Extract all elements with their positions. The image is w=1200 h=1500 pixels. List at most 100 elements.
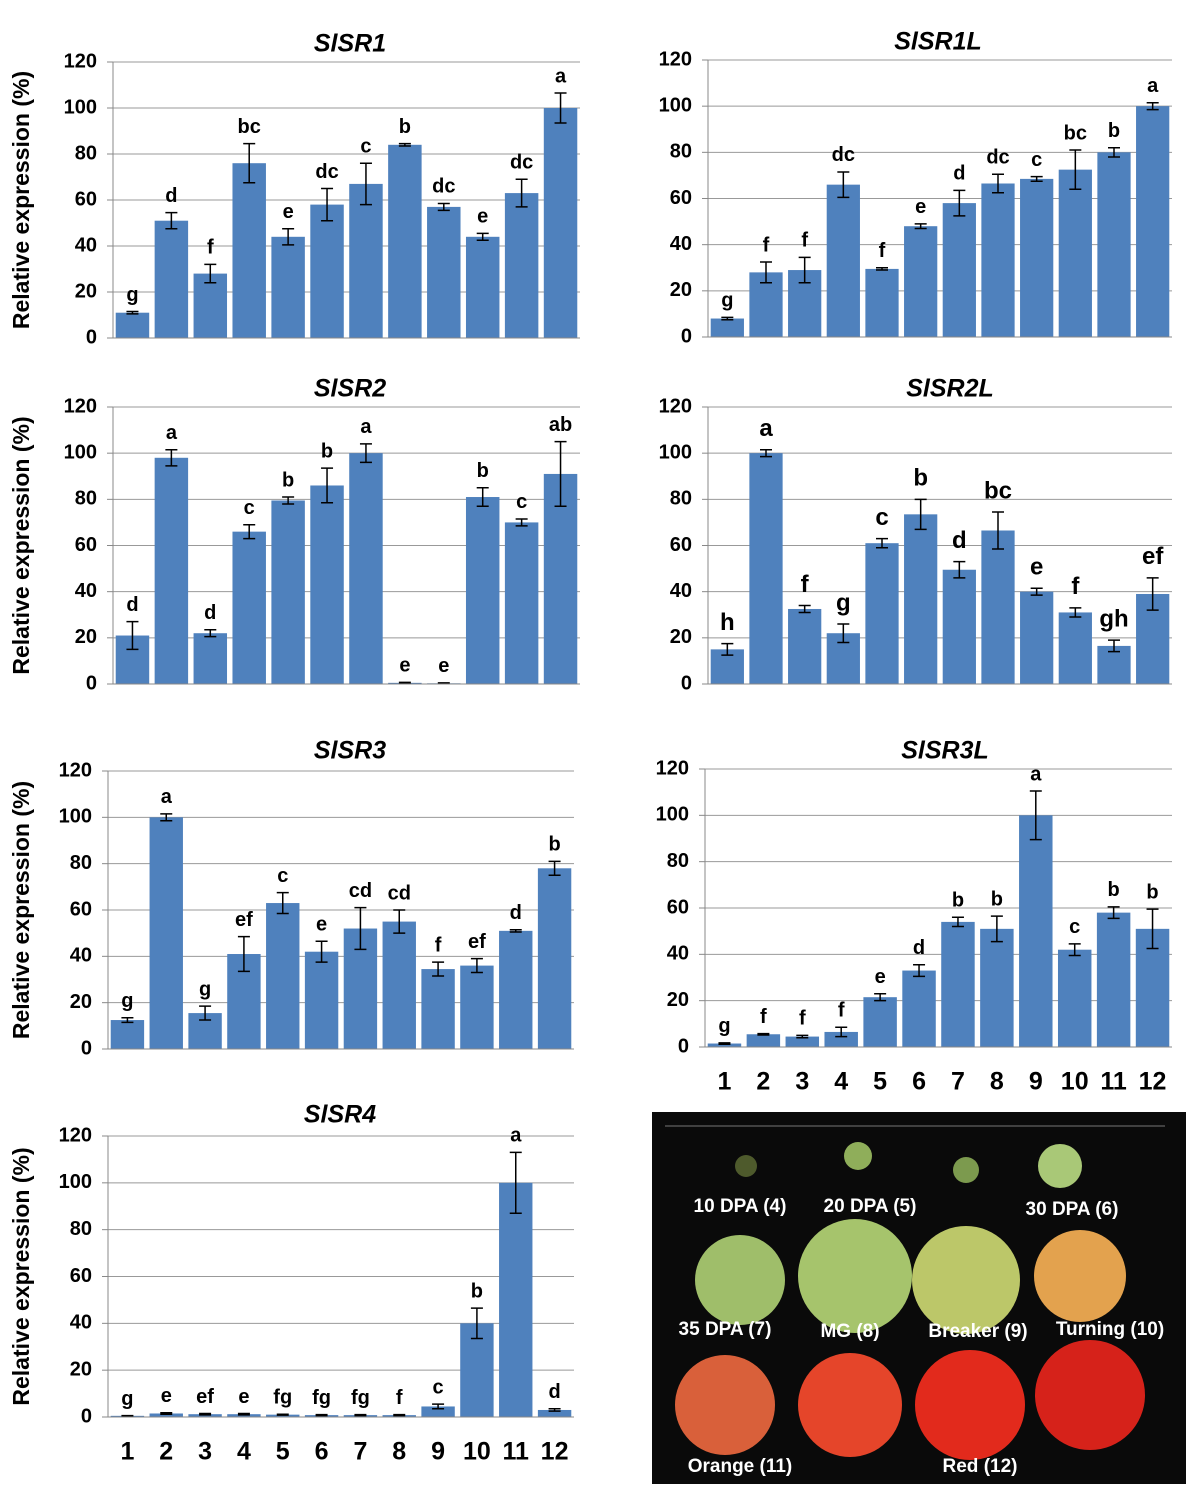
- bar: [271, 237, 304, 338]
- photo-label: 35 DPA (7): [679, 1319, 772, 1340]
- bar: [747, 1034, 780, 1047]
- y-tick-label: 20: [75, 626, 97, 648]
- x-tick-label: 1: [120, 1438, 134, 1466]
- chart-title: SlSR4: [304, 1101, 376, 1129]
- significance-letter: g: [121, 990, 133, 1012]
- bar: [194, 633, 227, 684]
- x-tick-label: 5: [873, 1068, 887, 1096]
- significance-letter: b: [477, 460, 489, 482]
- x-tick-label: 9: [1029, 1068, 1043, 1096]
- significance-letter: f: [396, 1387, 403, 1409]
- bar: [538, 868, 571, 1049]
- significance-letter: fg: [351, 1387, 370, 1409]
- significance-letter: ef: [235, 909, 253, 931]
- significance-letter: bc: [238, 116, 261, 138]
- bar: [1020, 179, 1053, 337]
- significance-letter: f: [801, 230, 808, 252]
- y-tick-label: 60: [70, 898, 92, 920]
- bar: [232, 163, 265, 338]
- error-bar: [399, 144, 411, 146]
- significance-letter: b: [548, 834, 560, 856]
- significance-letter: b: [471, 1280, 483, 1302]
- y-tick-label: 60: [667, 896, 689, 918]
- y-axis-label: Relative expression (%): [8, 781, 34, 1039]
- tomato: [1038, 1144, 1082, 1188]
- x-tick-label: 1: [718, 1068, 732, 1096]
- y-tick-label: 80: [70, 1218, 92, 1240]
- y-tick-label: 20: [75, 280, 97, 302]
- significance-letter: b: [1108, 120, 1120, 142]
- significance-letter: b: [952, 890, 964, 912]
- significance-letter: a: [1030, 763, 1042, 785]
- bar: [1136, 106, 1169, 337]
- y-tick-label: 60: [75, 188, 97, 210]
- significance-letter: b: [913, 465, 928, 492]
- significance-letter: a: [360, 416, 372, 438]
- y-tick-label: 60: [70, 1265, 92, 1287]
- significance-letter: e: [1030, 554, 1043, 581]
- photo-label: Turning (10): [1056, 1319, 1164, 1340]
- significance-letter: b: [1108, 879, 1120, 901]
- x-tick-label: 8: [990, 1068, 1004, 1096]
- significance-letter: e: [477, 206, 488, 228]
- significance-letter: a: [555, 65, 567, 87]
- y-tick-label: 100: [656, 804, 689, 826]
- bar: [981, 530, 1014, 684]
- y-tick-label: 20: [670, 626, 692, 648]
- y-tick-label: 20: [70, 1358, 92, 1380]
- x-tick-label: 12: [1139, 1068, 1167, 1096]
- significance-letter: a: [1147, 75, 1159, 97]
- significance-letter: c: [1069, 916, 1080, 938]
- chart-title: SlSR1: [314, 30, 386, 58]
- y-tick-label: 60: [75, 534, 97, 556]
- bar: [427, 207, 460, 338]
- significance-letter: b: [321, 440, 333, 462]
- y-tick-label: 80: [670, 488, 692, 510]
- y-tick-label: 0: [81, 1405, 92, 1427]
- x-tick-label: 2: [756, 1068, 770, 1096]
- x-tick-label: 12: [541, 1438, 569, 1466]
- tomato: [912, 1226, 1020, 1334]
- significance-letter: ab: [549, 414, 572, 436]
- x-tick-label: 10: [463, 1438, 491, 1466]
- chart-title: SlSR1L: [894, 28, 982, 56]
- significance-letter: e: [399, 655, 410, 677]
- bar: [788, 609, 821, 684]
- significance-letter: ef: [468, 931, 486, 953]
- error-bar: [718, 1043, 730, 1044]
- y-tick-label: 80: [70, 852, 92, 874]
- bar: [904, 514, 937, 684]
- y-tick-label: 20: [70, 991, 92, 1013]
- photo-label: 10 DPA (4): [694, 1196, 787, 1217]
- y-tick-label: 60: [670, 534, 692, 556]
- bar: [863, 997, 896, 1047]
- chart-title: SlSR3L: [901, 737, 989, 765]
- significance-letter: g: [199, 978, 211, 1000]
- photo-label: MG (8): [820, 1321, 879, 1342]
- y-axis-label: Relative expression (%): [8, 71, 34, 329]
- x-tick-label: 3: [795, 1068, 809, 1096]
- y-tick-label: 40: [70, 945, 92, 967]
- photo-label: Red (12): [943, 1456, 1018, 1477]
- bar: [902, 971, 935, 1047]
- bar: [466, 497, 499, 684]
- tomato: [735, 1155, 757, 1177]
- significance-letter: a: [759, 415, 773, 442]
- significance-letter: c: [277, 865, 288, 887]
- photo-label: Orange (11): [688, 1456, 793, 1477]
- y-tick-label: 0: [81, 1037, 92, 1059]
- significance-letter: a: [161, 786, 173, 808]
- y-tick-label: 0: [681, 325, 692, 347]
- significance-letter: e: [316, 914, 327, 936]
- significance-letter: e: [283, 201, 294, 223]
- photo-label: Breaker (9): [928, 1321, 1027, 1342]
- y-tick-label: 0: [681, 672, 692, 694]
- y-axis-label: Relative expression (%): [8, 416, 34, 674]
- significance-letter: c: [1031, 149, 1042, 171]
- y-tick-label: 100: [659, 441, 692, 463]
- significance-letter: cd: [349, 880, 372, 902]
- bar: [232, 532, 265, 684]
- significance-letter: d: [165, 185, 177, 207]
- error-bar: [399, 682, 411, 683]
- tomato: [1034, 1230, 1126, 1322]
